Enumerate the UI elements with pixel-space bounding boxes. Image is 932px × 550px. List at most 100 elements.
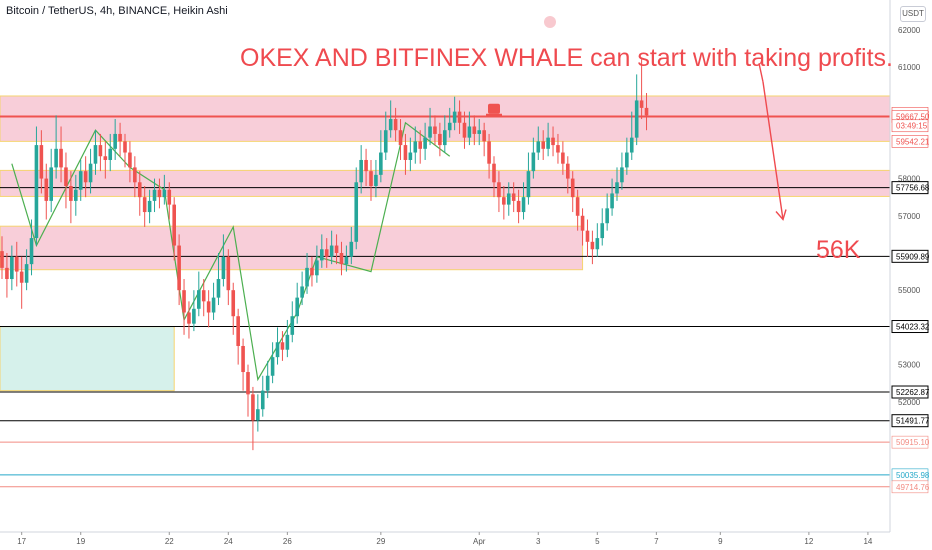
candle-body (5, 267, 9, 280)
candle-body (457, 111, 462, 123)
candle-body (19, 271, 24, 283)
candle-body (167, 189, 172, 205)
price-level-tag-label: 57756.68 (896, 184, 930, 193)
candle-body (123, 141, 127, 153)
candle-body (447, 122, 452, 131)
headline-annotation: OKEX AND BITFINEX WHALE can start with t… (240, 44, 893, 72)
candle-body (443, 130, 447, 146)
candle-body (206, 301, 211, 313)
price-level-tag-box (891, 119, 929, 133)
candle-body (590, 241, 595, 250)
price-level-tag-label: 03:49:15 (896, 122, 928, 131)
x-tick-label: 24 (224, 537, 233, 546)
x-tick-label: 3 (536, 537, 541, 546)
coffee-cup-icon (488, 103, 500, 114)
candle-body (83, 171, 88, 183)
price-axis-background (890, 0, 932, 550)
candle-body (546, 137, 550, 149)
candle-body (536, 141, 541, 153)
price-level-tag: 50915.10 (891, 435, 930, 449)
candle-body (177, 245, 181, 291)
price-level-tag-label: 59542.21 (896, 137, 930, 146)
price-level-tag-box (891, 135, 929, 148)
price-level-tag-box (891, 414, 929, 428)
x-tick-label: 12 (804, 537, 813, 546)
candle-body (300, 286, 304, 298)
candle-body (251, 394, 255, 421)
candle-body (570, 178, 575, 198)
candle-body (634, 100, 639, 138)
x-tick-label: 19 (76, 537, 85, 546)
candle-body (551, 137, 555, 146)
candle-body (118, 133, 122, 142)
candle-body (44, 178, 49, 201)
candle-body (413, 141, 418, 153)
candle-body (246, 372, 250, 395)
candle-body (0, 251, 4, 268)
y-tick-label: 61000 (898, 63, 921, 72)
price-level-tag-label: 59667.50 (896, 113, 930, 122)
price-level-tag: 55909.89 (891, 249, 930, 263)
y-tick-label: 62000 (898, 26, 921, 35)
y-tick-label: 57000 (898, 212, 921, 221)
candle-body (241, 345, 245, 373)
candle-body (49, 167, 53, 201)
candle-body (511, 193, 516, 201)
x-tick-label: 26 (283, 537, 292, 546)
price-level-tag: 59542.21 (891, 135, 930, 148)
candle-body (595, 238, 600, 250)
candle-body (369, 171, 373, 187)
candle-body (142, 197, 147, 213)
y-tick-label: 58000 (898, 175, 921, 184)
candle-body (629, 137, 634, 153)
candle-body (216, 279, 221, 298)
candle-body (462, 122, 467, 138)
price-level-tag: 50035.98 (891, 468, 930, 482)
y-tick-label: 55000 (898, 286, 921, 295)
x-tick-label: 9 (718, 537, 723, 546)
candle-body (137, 182, 142, 198)
candle-body (639, 100, 644, 108)
price-level-tag-label: 52262.87 (896, 388, 930, 397)
candle-body (211, 297, 216, 313)
candle-body (162, 189, 167, 198)
currency-badge[interactable]: USDT (900, 6, 926, 22)
candle-body (388, 119, 393, 131)
x-tick-label: 7 (654, 537, 659, 546)
candle-body (408, 152, 413, 160)
candle-body (349, 241, 354, 257)
candle-body (69, 186, 73, 201)
candle-body (359, 159, 363, 183)
candle-body (270, 357, 275, 376)
x-tick-label: 22 (165, 537, 174, 546)
candle-body (88, 163, 93, 183)
candle-body (516, 200, 521, 213)
candle-body (265, 375, 270, 391)
candle-body (393, 119, 398, 131)
candle-body (108, 148, 113, 160)
candle-body (231, 290, 236, 317)
candle-body (492, 163, 496, 183)
candle-body (201, 290, 206, 302)
price-level-tag-label: 50035.98 (896, 471, 930, 480)
price-level-tag-box (891, 435, 929, 449)
candle-body (187, 312, 191, 324)
candle-body (418, 141, 422, 149)
price-level-tag-box (891, 385, 929, 399)
price-zone (0, 225, 584, 271)
y-tick-label: 52000 (898, 398, 921, 407)
candle-body (379, 152, 383, 175)
price-level-tag-box (891, 249, 929, 263)
candle-body (10, 256, 14, 280)
price-level-tag: 57756.68 (891, 181, 930, 195)
candle-body (29, 238, 34, 265)
candle-body (580, 215, 585, 231)
price-zone (0, 326, 175, 392)
candle-body (24, 264, 29, 283)
candle-body (615, 182, 619, 194)
candle-body (133, 167, 137, 183)
candle-body (192, 308, 196, 324)
candle-body (59, 148, 63, 168)
